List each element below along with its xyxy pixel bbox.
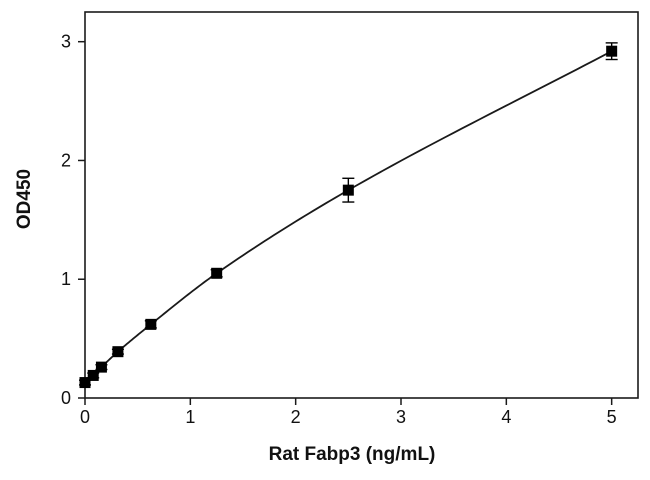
square-marker: [87, 369, 99, 381]
y-tick-label: 0: [61, 388, 71, 408]
x-tick-label: 3: [396, 407, 406, 427]
fit-curve: [84, 50, 613, 384]
plot-area: [84, 11, 639, 399]
y-tick-label: 1: [61, 269, 71, 289]
x-tick-label: 5: [607, 407, 617, 427]
plot-frame: [84, 11, 639, 399]
square-marker: [95, 361, 107, 373]
x-tick-label: 0: [80, 407, 90, 427]
x-tick-label: 4: [501, 407, 511, 427]
data-point: [95, 361, 108, 373]
data-points: [79, 42, 618, 389]
x-axis: 0 1 2 3 4 5: [80, 398, 617, 427]
data-point: [111, 346, 124, 358]
y-axis-title: OD450: [14, 169, 35, 229]
square-marker: [79, 377, 91, 389]
square-marker: [145, 318, 157, 330]
data-point: [210, 267, 223, 279]
data-point: [605, 42, 618, 61]
data-point: [87, 369, 100, 381]
square-marker: [211, 267, 223, 279]
x-tick-label: 2: [291, 407, 301, 427]
data-point: [144, 318, 157, 330]
y-axis: 0 1 2 3: [61, 32, 85, 408]
data-point: [342, 177, 355, 203]
square-marker: [342, 184, 354, 196]
x-tick-label: 1: [185, 407, 195, 427]
fit-curve-line: [84, 50, 613, 384]
x-axis-title: Rat Fabp3 (ng/mL): [269, 444, 436, 465]
y-tick-label: 2: [61, 150, 71, 170]
square-marker: [606, 45, 618, 57]
square-marker: [112, 346, 124, 358]
y-tick-label: 3: [61, 32, 71, 52]
